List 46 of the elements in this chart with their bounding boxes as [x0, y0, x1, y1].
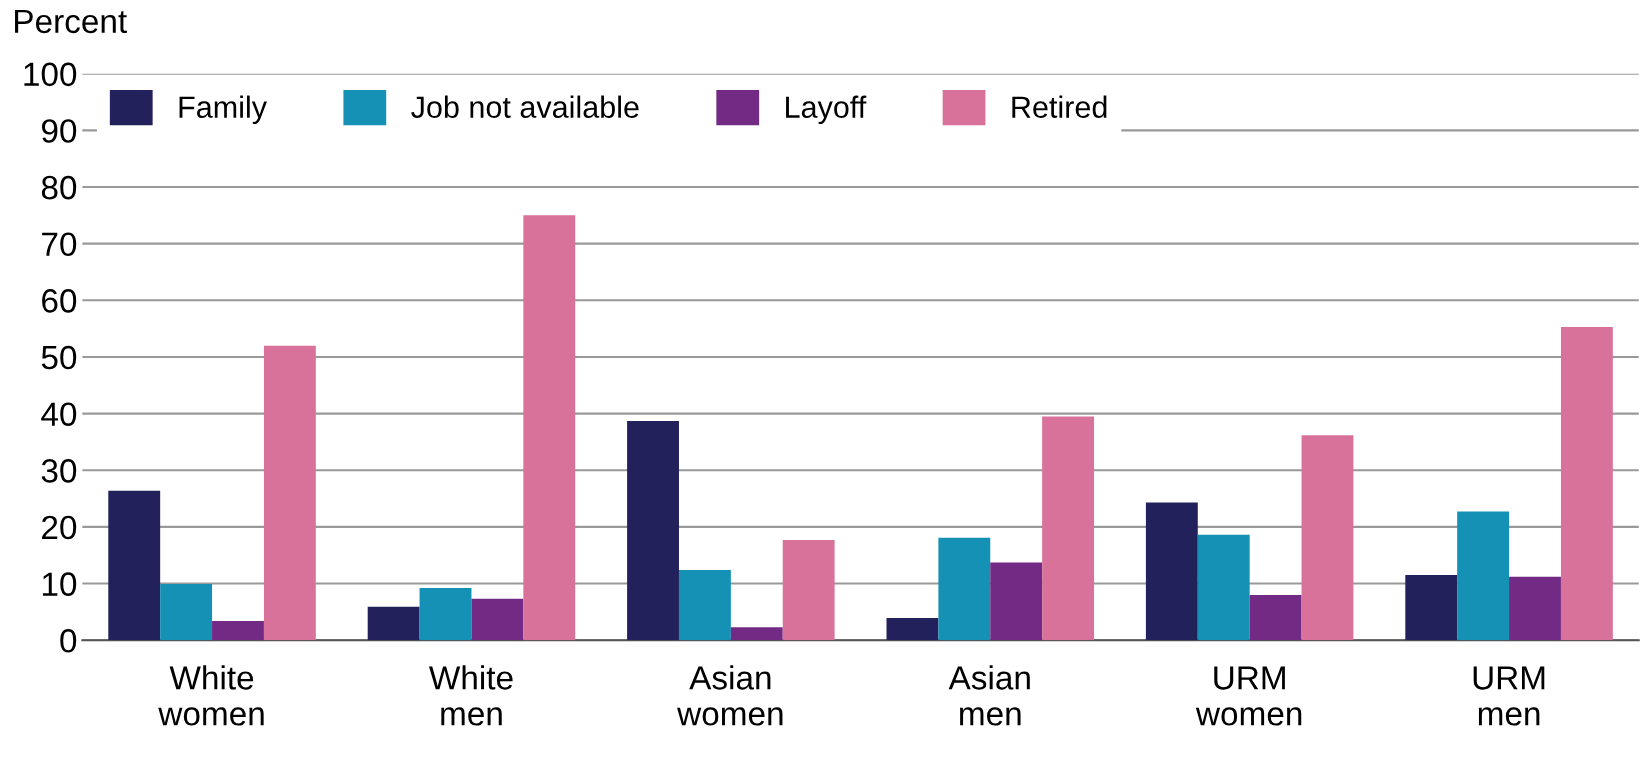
legend-label: Layoff: [786, 95, 867, 125]
bar: [1560, 326, 1613, 641]
y-tick-label: 30: [41, 459, 77, 483]
bar: [990, 562, 1043, 641]
y-tick-label: 80: [41, 175, 77, 200]
bar: [1457, 511, 1510, 641]
y-tick-label: 10: [42, 572, 77, 596]
bar: [886, 618, 939, 641]
y-tick-label: 70: [42, 232, 77, 257]
bar: [1249, 594, 1302, 641]
bar: [1405, 575, 1458, 641]
y-tick-label: 50: [41, 345, 77, 370]
bar: [263, 345, 316, 641]
y-tick-label: 20: [42, 515, 77, 540]
bar: [367, 606, 420, 641]
bar: [419, 588, 472, 641]
x-tick-label: White men: [429, 665, 513, 726]
bar: [108, 490, 161, 641]
x-tick-label: Asian women: [677, 665, 783, 726]
bar: [471, 598, 524, 641]
bar: [678, 569, 731, 641]
bar: [1301, 435, 1354, 641]
bar: [1145, 502, 1198, 641]
legend-label: Job not available: [411, 95, 639, 118]
legend-label: Family: [179, 95, 267, 125]
y-tick-label: 0: [60, 629, 77, 653]
x-tick-label: URM men: [1473, 666, 1545, 726]
legend-label: Retired: [1012, 95, 1107, 118]
y-tick-label: 90: [41, 119, 77, 143]
bar: [782, 539, 835, 641]
bar: [523, 215, 576, 641]
y-axis-title: Percent: [15, 9, 127, 34]
bar: [160, 584, 213, 641]
x-tick-label: URM women: [1195, 666, 1302, 726]
bar: [1197, 534, 1250, 641]
y-tick-label: 40: [41, 402, 77, 427]
y-tick-label: 100: [24, 62, 77, 87]
bar: [938, 537, 991, 641]
bar: [1042, 416, 1095, 641]
bar: [627, 420, 679, 641]
y-tick-label: 60: [42, 289, 77, 313]
bar: [730, 627, 783, 641]
bar: [1509, 576, 1561, 641]
x-tick-label: White women: [158, 665, 264, 726]
x-tick-label: Asian men: [948, 665, 1030, 726]
bar: [212, 620, 264, 641]
